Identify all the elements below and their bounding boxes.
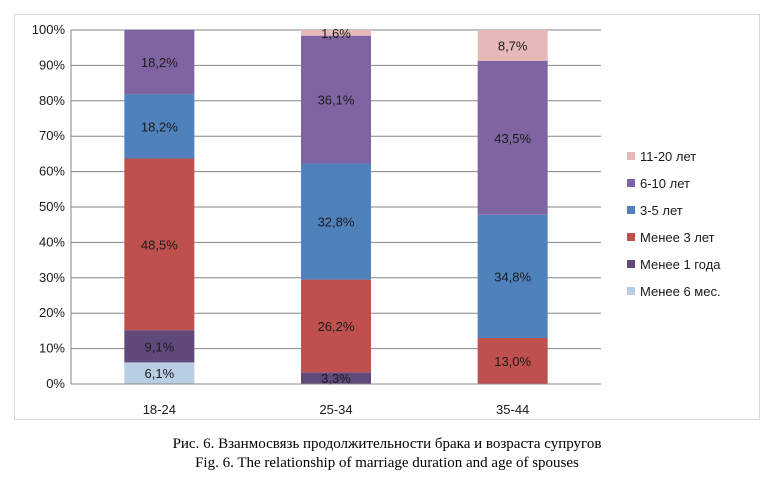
data-label: 43,5% xyxy=(494,131,531,146)
x-tick-label: 18-24 xyxy=(143,402,176,417)
figure-caption-en: Fig. 6. The relationship of marriage dur… xyxy=(195,455,579,471)
legend-label: 6-10 лет xyxy=(640,176,690,191)
bar-segment xyxy=(477,337,548,384)
bar-segment xyxy=(301,35,371,164)
y-tick-label: 70% xyxy=(39,128,65,143)
bar-segment xyxy=(477,214,548,338)
y-tick-label: 80% xyxy=(39,93,65,108)
legend-label: Менее 3 лет xyxy=(640,230,715,245)
data-label: 48,5% xyxy=(141,237,178,252)
bar-segment xyxy=(124,330,195,363)
y-tick-label: 0% xyxy=(46,376,65,391)
bar-segment xyxy=(124,29,195,95)
data-label: 6,1% xyxy=(145,366,175,381)
legend-label: 3-5 лет xyxy=(640,203,683,218)
bar-segment xyxy=(124,362,195,384)
x-tick-label: 35-44 xyxy=(496,402,529,417)
data-label: 26,2% xyxy=(318,319,355,334)
data-label: 1,6% xyxy=(321,26,351,41)
y-tick-label: 90% xyxy=(39,57,65,72)
data-label: 18,2% xyxy=(141,119,178,134)
bars xyxy=(124,29,548,384)
legend-swatch xyxy=(627,233,635,241)
stacked-bar-chart: 6,1% 9,1% 48,5% 18,2% 18,2% 3,3% 26,2% 32,8% 36,… xyxy=(32,22,722,417)
legend-swatch xyxy=(627,287,635,295)
bar-segment xyxy=(124,158,195,331)
legend-swatch xyxy=(627,260,635,268)
legend-swatch xyxy=(627,206,635,214)
x-tick-label: 25-34 xyxy=(319,402,352,417)
legend-label: Менее 6 мес. xyxy=(640,284,721,299)
data-labels: 6,1% 9,1% 48,5% 18,2% 18,2% 3,3% 26,2% 32,8% 36,… xyxy=(141,26,532,386)
data-label: 3,3% xyxy=(321,371,351,386)
y-tick-label: 60% xyxy=(39,164,65,179)
data-label: 32,8% xyxy=(318,215,355,230)
bar-segment xyxy=(301,30,371,36)
data-label: 9,1% xyxy=(145,339,175,354)
y-tick-label: 50% xyxy=(39,199,65,214)
data-label: 34,8% xyxy=(494,269,531,284)
y-tick-label: 100% xyxy=(32,22,66,37)
axes: 0% 10% 20% 30% 40% 50% 60% 70% 80% 90% 100% 18-24 25… xyxy=(32,22,601,417)
legend-label: 11-20 лет xyxy=(640,149,696,164)
legend: 11-20 лет 6-10 лет 3-5 лет Менее 3 лет Менее… xyxy=(627,149,721,299)
chart-frame: 6,1% 9,1% 48,5% 18,2% 18,2% 3,3% 26,2% 32,8% 36,… xyxy=(14,14,760,420)
data-label: 36,1% xyxy=(318,93,355,108)
figure-caption-ru: Рис. 6. Взанмосвязь продолжительности бр… xyxy=(172,436,602,452)
legend-swatch xyxy=(627,152,635,160)
data-label: 13,0% xyxy=(494,354,531,369)
legend-label: Менее 1 года xyxy=(640,257,721,272)
y-tick-label: 30% xyxy=(39,270,65,285)
bar-segment xyxy=(124,94,195,159)
bar-segment xyxy=(301,372,371,384)
data-label: 18,2% xyxy=(141,55,178,70)
y-tick-label: 20% xyxy=(39,305,65,320)
bar-segment xyxy=(301,163,371,280)
y-tick-label: 10% xyxy=(39,341,65,356)
data-label: 8,7% xyxy=(498,38,528,53)
legend-swatch xyxy=(627,179,635,187)
bar-segment xyxy=(477,30,548,61)
bar-segment xyxy=(477,60,548,215)
y-tick-label: 40% xyxy=(39,234,65,249)
bar-segment xyxy=(301,279,371,373)
